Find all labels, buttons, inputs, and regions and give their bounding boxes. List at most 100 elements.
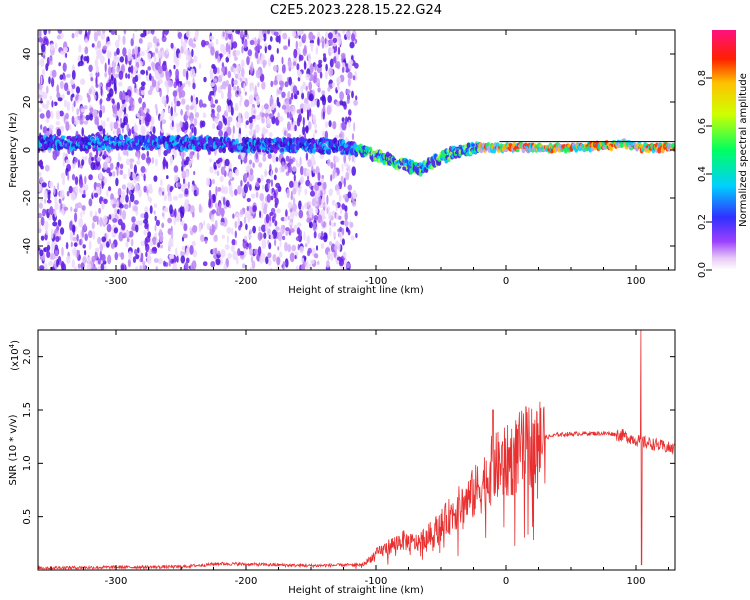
heatmap-noise-blob — [333, 162, 336, 170]
heatmap-noise-blob — [235, 168, 240, 176]
heatmap-noise-blob — [180, 36, 183, 46]
heatmap-noise-blob — [327, 251, 331, 261]
heatmap-noise-blob — [176, 255, 179, 263]
heatmap-noise-blob — [163, 207, 169, 213]
heatmap-noise-blob — [129, 158, 135, 163]
colorbar-tick-label: 0.4 — [697, 166, 708, 182]
heatmap-noise-blob — [277, 231, 283, 242]
heatmap-noise-blob — [335, 202, 338, 212]
heatmap-noise-blob — [208, 43, 213, 49]
heatmap-trace-blob — [133, 145, 138, 150]
heatmap-noise-blob — [257, 231, 263, 241]
heatmap-noise-blob — [151, 61, 155, 68]
heatmap-noise-blob — [117, 187, 122, 198]
heatmap-noise-blob — [109, 121, 115, 130]
heatmap-noise-blob — [101, 105, 106, 114]
heatmap-noise-blob — [300, 85, 304, 94]
heatmap-noise-blob — [270, 179, 273, 187]
heatmap-noise-blob — [93, 32, 98, 42]
heatmap-noise-blob — [49, 60, 53, 65]
heatmap-noise-blob — [69, 231, 73, 241]
heatmap-noise-blob — [119, 163, 124, 170]
heatmap-noise-blob — [254, 46, 259, 52]
heatmap-noise-blob — [222, 81, 228, 87]
heatmap-noise-blob — [132, 76, 136, 84]
heatmap-noise-blob — [208, 189, 212, 200]
heatmap-signal-trace — [38, 133, 675, 177]
heatmap-noise-blob — [228, 179, 231, 186]
top-y-axis-ticks: -40 -20 0 20 40 — [22, 48, 675, 254]
heatmap-noise-blob — [88, 230, 93, 239]
heatmap-noise-blob — [244, 111, 250, 120]
heatmap-noise-blob — [313, 253, 319, 259]
heatmap-noise-blob — [243, 40, 248, 48]
heatmap-noise-blob — [302, 116, 305, 127]
heatmap-noise-blob — [147, 66, 151, 71]
heatmap-noise-blob — [255, 191, 259, 198]
heatmap-noise-blob — [224, 66, 228, 76]
heatmap-noise-blob — [331, 199, 336, 206]
heatmap-noise-blob — [174, 208, 177, 218]
heatmap-noise-blob — [225, 42, 229, 53]
heatmap-noise-blob — [170, 230, 174, 240]
heatmap-noise-blob — [63, 47, 68, 53]
heatmap-noise-blob — [302, 81, 307, 90]
heatmap-noise-blob — [198, 63, 202, 69]
heatmap-noise-blob — [324, 202, 327, 208]
heatmap-noise-blob — [107, 93, 112, 99]
heatmap-noise-blob — [284, 258, 289, 268]
heatmap-trace-blob — [218, 147, 223, 153]
heatmap-noise-blob — [241, 45, 244, 54]
heatmap-noise-blob — [354, 210, 358, 217]
heatmap-noise-blob — [227, 105, 232, 113]
heatmap-noise-blob — [259, 36, 264, 41]
heatmap-noise-blob — [157, 242, 161, 248]
heatmap-noise-blob — [60, 50, 64, 56]
heatmap-noise-blob — [351, 166, 357, 177]
heatmap-noise-blob — [128, 230, 134, 238]
heatmap-noise-blob — [212, 194, 216, 202]
heatmap-noise-blob — [317, 190, 321, 198]
heatmap-noise-blob — [73, 116, 79, 126]
heatmap-noise-blob — [147, 194, 150, 201]
heatmap-trace-blob — [321, 148, 326, 155]
heatmap-noise-blob — [278, 74, 283, 83]
heatmap-noise-blob — [204, 239, 208, 244]
heatmap-noise-blob — [136, 160, 141, 166]
heatmap-noise-blob — [293, 174, 296, 182]
heatmap-noise-blob — [289, 180, 294, 188]
heatmap-noise-blob — [50, 266, 56, 270]
heatmap-noise-blob — [109, 162, 114, 171]
heatmap-noise-blob — [220, 71, 224, 79]
heatmap-noise-blob — [52, 150, 58, 161]
heatmap-noise-blob — [313, 215, 319, 221]
colorbar: 0.0 0.2 0.4 0.6 0.8 Normalized spectral ampl… — [697, 30, 749, 278]
heatmap-noise-blob — [261, 116, 265, 124]
heatmap-noise-blob — [223, 263, 227, 270]
heatmap-noise-blob — [325, 70, 328, 80]
heatmap-noise-blob — [269, 212, 274, 216]
heatmap-noise-blob — [112, 130, 116, 135]
heatmap-noise-blob — [137, 55, 141, 64]
heatmap-noise-blob — [293, 224, 298, 231]
heatmap-noise-blob — [255, 95, 261, 106]
heatmap-noise-blob — [116, 47, 120, 56]
heatmap-noise-blob — [192, 98, 197, 107]
heatmap-noise-blob — [144, 223, 149, 230]
heatmap-noise-blob — [184, 262, 189, 270]
heatmap-noise-blob — [321, 230, 324, 238]
heatmap-noise-blob — [276, 89, 283, 95]
heatmap-trace-core — [516, 146, 518, 149]
heatmap-noise-blob — [120, 122, 125, 128]
heatmap-noise-blob — [214, 202, 219, 209]
heatmap-noise-blob — [118, 81, 123, 87]
heatmap-noise-blob — [270, 195, 274, 201]
heatmap-noise-blob — [156, 42, 160, 47]
heatmap-noise-blob — [88, 240, 92, 250]
heatmap-noise-blob — [284, 81, 289, 88]
heatmap-noise-blob — [249, 168, 254, 176]
heatmap-noise-blob — [351, 153, 354, 163]
heatmap-noise-blob — [317, 172, 321, 181]
heatmap-noise-blob — [44, 164, 50, 172]
heatmap-noise-blob — [298, 209, 304, 219]
